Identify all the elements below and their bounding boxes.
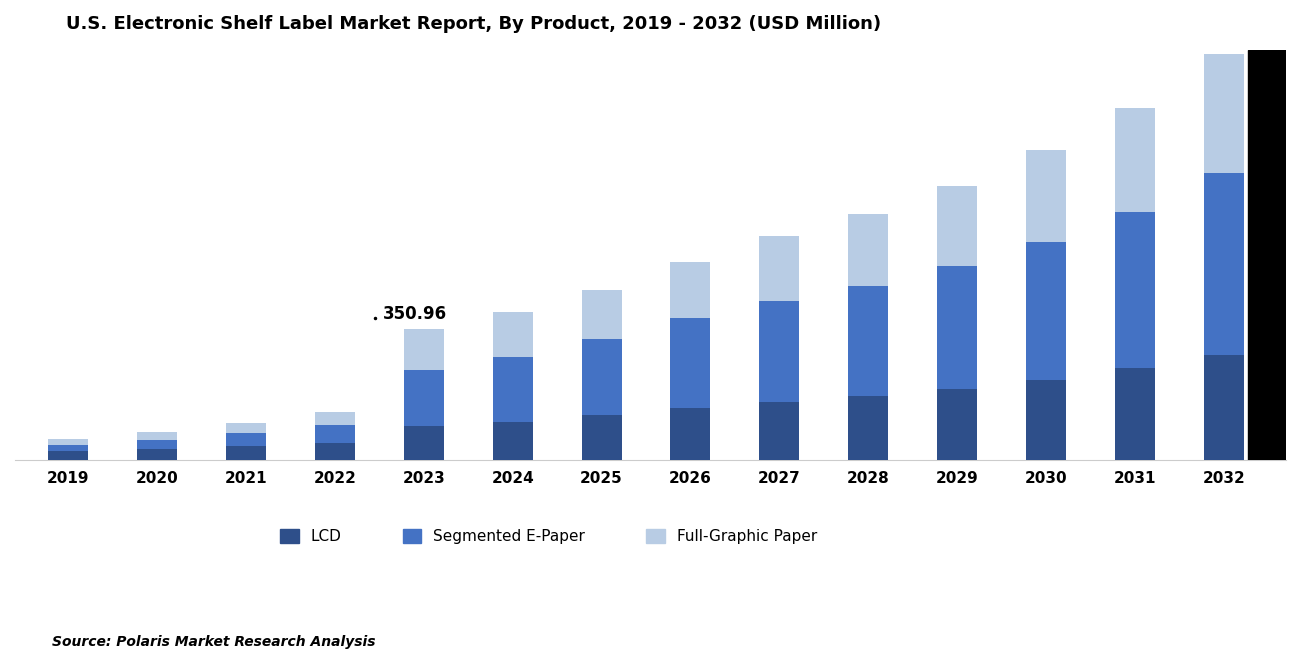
Bar bbox=[1026, 242, 1066, 379]
Bar bbox=[1203, 54, 1244, 173]
Bar bbox=[670, 263, 710, 318]
Bar bbox=[403, 426, 444, 460]
Bar bbox=[937, 186, 977, 266]
Bar bbox=[315, 443, 355, 460]
Bar bbox=[226, 433, 267, 446]
Legend: LCD, Segmented E-Paper, Full-Graphic Paper: LCD, Segmented E-Paper, Full-Graphic Pap… bbox=[275, 523, 824, 550]
Bar bbox=[403, 370, 444, 426]
Bar bbox=[226, 446, 267, 460]
Bar bbox=[226, 423, 267, 433]
Bar bbox=[848, 287, 889, 396]
Text: U.S. Electronic Shelf Label Market Report, By Product, 2019 - 2032 (USD Million): U.S. Electronic Shelf Label Market Repor… bbox=[66, 15, 881, 33]
Bar bbox=[670, 318, 710, 407]
Bar bbox=[48, 445, 88, 451]
Bar bbox=[760, 402, 799, 460]
Bar bbox=[1115, 368, 1155, 460]
Bar bbox=[848, 214, 889, 287]
Bar bbox=[848, 396, 889, 460]
Bar bbox=[760, 236, 799, 301]
Bar bbox=[1026, 150, 1066, 242]
Bar bbox=[137, 449, 177, 460]
Bar bbox=[937, 266, 977, 389]
Text: Source: Polaris Market Research Analysis: Source: Polaris Market Research Analysis bbox=[52, 635, 376, 650]
Bar bbox=[48, 439, 88, 445]
Bar bbox=[493, 422, 532, 460]
Bar bbox=[1248, 50, 1285, 460]
Bar bbox=[137, 440, 177, 449]
Bar bbox=[937, 389, 977, 460]
Bar bbox=[48, 451, 88, 460]
Bar bbox=[137, 432, 177, 440]
Bar bbox=[1203, 173, 1244, 355]
Bar bbox=[670, 407, 710, 460]
Bar bbox=[760, 301, 799, 402]
Bar bbox=[1115, 108, 1155, 212]
Bar bbox=[493, 357, 532, 422]
Bar bbox=[582, 290, 622, 338]
Bar bbox=[1026, 379, 1066, 460]
Bar bbox=[1203, 355, 1244, 460]
Bar bbox=[315, 411, 355, 424]
Text: 350.96: 350.96 bbox=[382, 306, 448, 323]
Bar bbox=[582, 415, 622, 460]
Bar bbox=[403, 329, 444, 370]
Bar bbox=[582, 338, 622, 415]
Bar bbox=[315, 424, 355, 443]
Bar bbox=[493, 313, 532, 357]
Bar bbox=[1115, 212, 1155, 368]
